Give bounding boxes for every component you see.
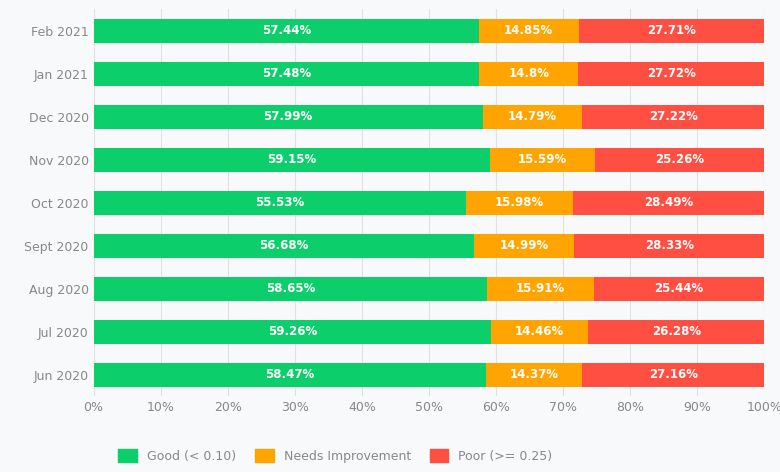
Text: 26.28%: 26.28% [652,326,700,338]
Text: 15.59%: 15.59% [518,153,567,167]
Text: 27.71%: 27.71% [647,25,696,37]
Text: 57.44%: 57.44% [261,25,311,37]
Bar [94,191,466,215]
Text: 15.91%: 15.91% [516,282,565,295]
Bar [473,234,574,258]
Text: 55.53%: 55.53% [255,196,304,210]
Text: 57.48%: 57.48% [262,67,311,80]
Text: 28.49%: 28.49% [644,196,693,210]
Bar [595,148,764,172]
Text: 14.99%: 14.99% [499,239,548,253]
Text: 59.26%: 59.26% [268,326,317,338]
Text: 14.85%: 14.85% [504,25,553,37]
Text: 58.65%: 58.65% [266,282,315,295]
Bar [483,105,582,129]
Text: 14.37%: 14.37% [509,369,558,381]
Text: 27.16%: 27.16% [649,369,698,381]
Legend: Good (< 0.10), Needs Improvement, Poor (>= 0.25): Good (< 0.10), Needs Improvement, Poor (… [113,444,558,468]
Bar [466,191,573,215]
Bar [94,363,486,387]
Bar [579,19,764,43]
Bar [94,62,479,86]
Bar [479,19,579,43]
Bar [479,62,579,86]
Text: 15.98%: 15.98% [495,196,544,210]
Bar [491,148,595,172]
Text: 14.79%: 14.79% [508,110,557,124]
Bar [573,191,764,215]
Bar [594,277,764,301]
Bar [487,277,594,301]
Text: 27.72%: 27.72% [647,67,696,80]
Bar [94,105,483,129]
Text: 57.99%: 57.99% [264,110,313,124]
Bar [94,277,487,301]
Text: 58.47%: 58.47% [265,369,314,381]
Bar [94,19,479,43]
Bar [582,105,764,129]
Text: 25.44%: 25.44% [654,282,704,295]
Bar [94,234,473,258]
Bar [491,320,588,344]
Bar [94,148,491,172]
Bar [588,320,764,344]
Text: 14.8%: 14.8% [509,67,549,80]
Bar [486,363,582,387]
Bar [94,320,491,344]
Text: 59.15%: 59.15% [268,153,317,167]
Text: 25.26%: 25.26% [655,153,704,167]
Bar [579,62,764,86]
Text: 56.68%: 56.68% [259,239,308,253]
Bar [582,363,764,387]
Text: 27.22%: 27.22% [649,110,697,124]
Text: 28.33%: 28.33% [645,239,694,253]
Bar [574,234,764,258]
Text: 14.46%: 14.46% [515,326,564,338]
